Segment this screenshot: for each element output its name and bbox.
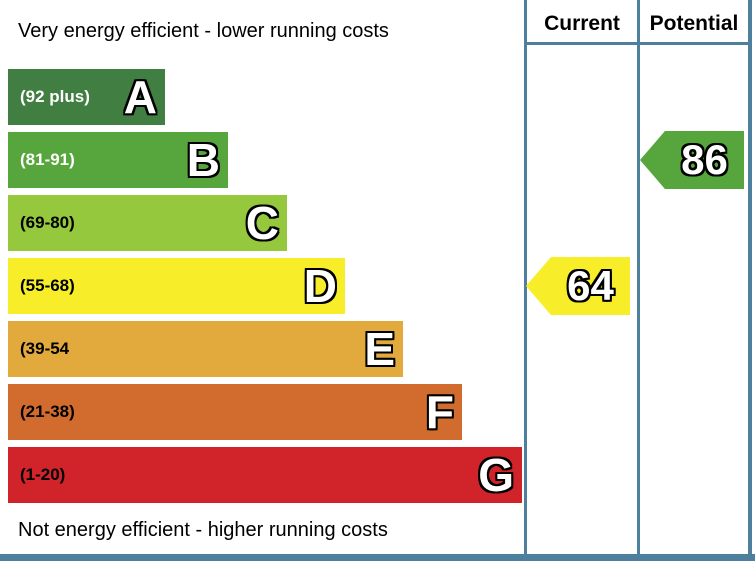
current-rating-arrow: 64 xyxy=(526,257,630,315)
band-range-label: (55-68) xyxy=(20,276,75,295)
potential-rating-value: 86 xyxy=(681,136,728,183)
current-column-left-border xyxy=(524,0,527,554)
chart-bottom-border xyxy=(0,554,755,561)
current-column-header: Current xyxy=(544,12,620,35)
band-range-label: (1-20) xyxy=(20,465,66,484)
current-rating-value: 64 xyxy=(567,262,614,309)
band-range-label: (21-38) xyxy=(20,402,75,421)
bottom-caption: Not energy efficient - higher running co… xyxy=(18,519,388,541)
band-letter: E xyxy=(364,323,395,375)
column-header-underline xyxy=(524,42,752,45)
potential-column-header: Potential xyxy=(649,12,739,35)
band-letter: C xyxy=(245,197,279,249)
potential-column-left-border xyxy=(637,0,640,554)
band-letter: B xyxy=(186,134,220,186)
band-range-label: (81-91) xyxy=(20,150,75,169)
band-letter: A xyxy=(123,71,157,123)
band-range-label: (69-80) xyxy=(20,213,75,232)
band-c: (69-80) C xyxy=(8,195,287,251)
band-b: (81-91) B xyxy=(8,132,228,188)
band-a: (92 plus) A xyxy=(8,69,165,125)
table-right-border xyxy=(748,0,752,554)
band-letter: D xyxy=(303,260,337,312)
potential-rating-arrow: 86 xyxy=(640,131,744,189)
band-letter: F xyxy=(425,386,454,438)
band-e: (39-54 E xyxy=(8,321,403,377)
band-range-label: (39-54 xyxy=(20,339,70,358)
band-letter: G xyxy=(478,449,514,501)
band-f: (21-38) F xyxy=(8,384,462,440)
band-range-label: (92 plus) xyxy=(20,87,90,106)
band-g: (1-20) G xyxy=(8,447,522,503)
top-caption: Very energy efficient - lower running co… xyxy=(18,20,389,42)
band-d: (55-68) D xyxy=(8,258,345,314)
